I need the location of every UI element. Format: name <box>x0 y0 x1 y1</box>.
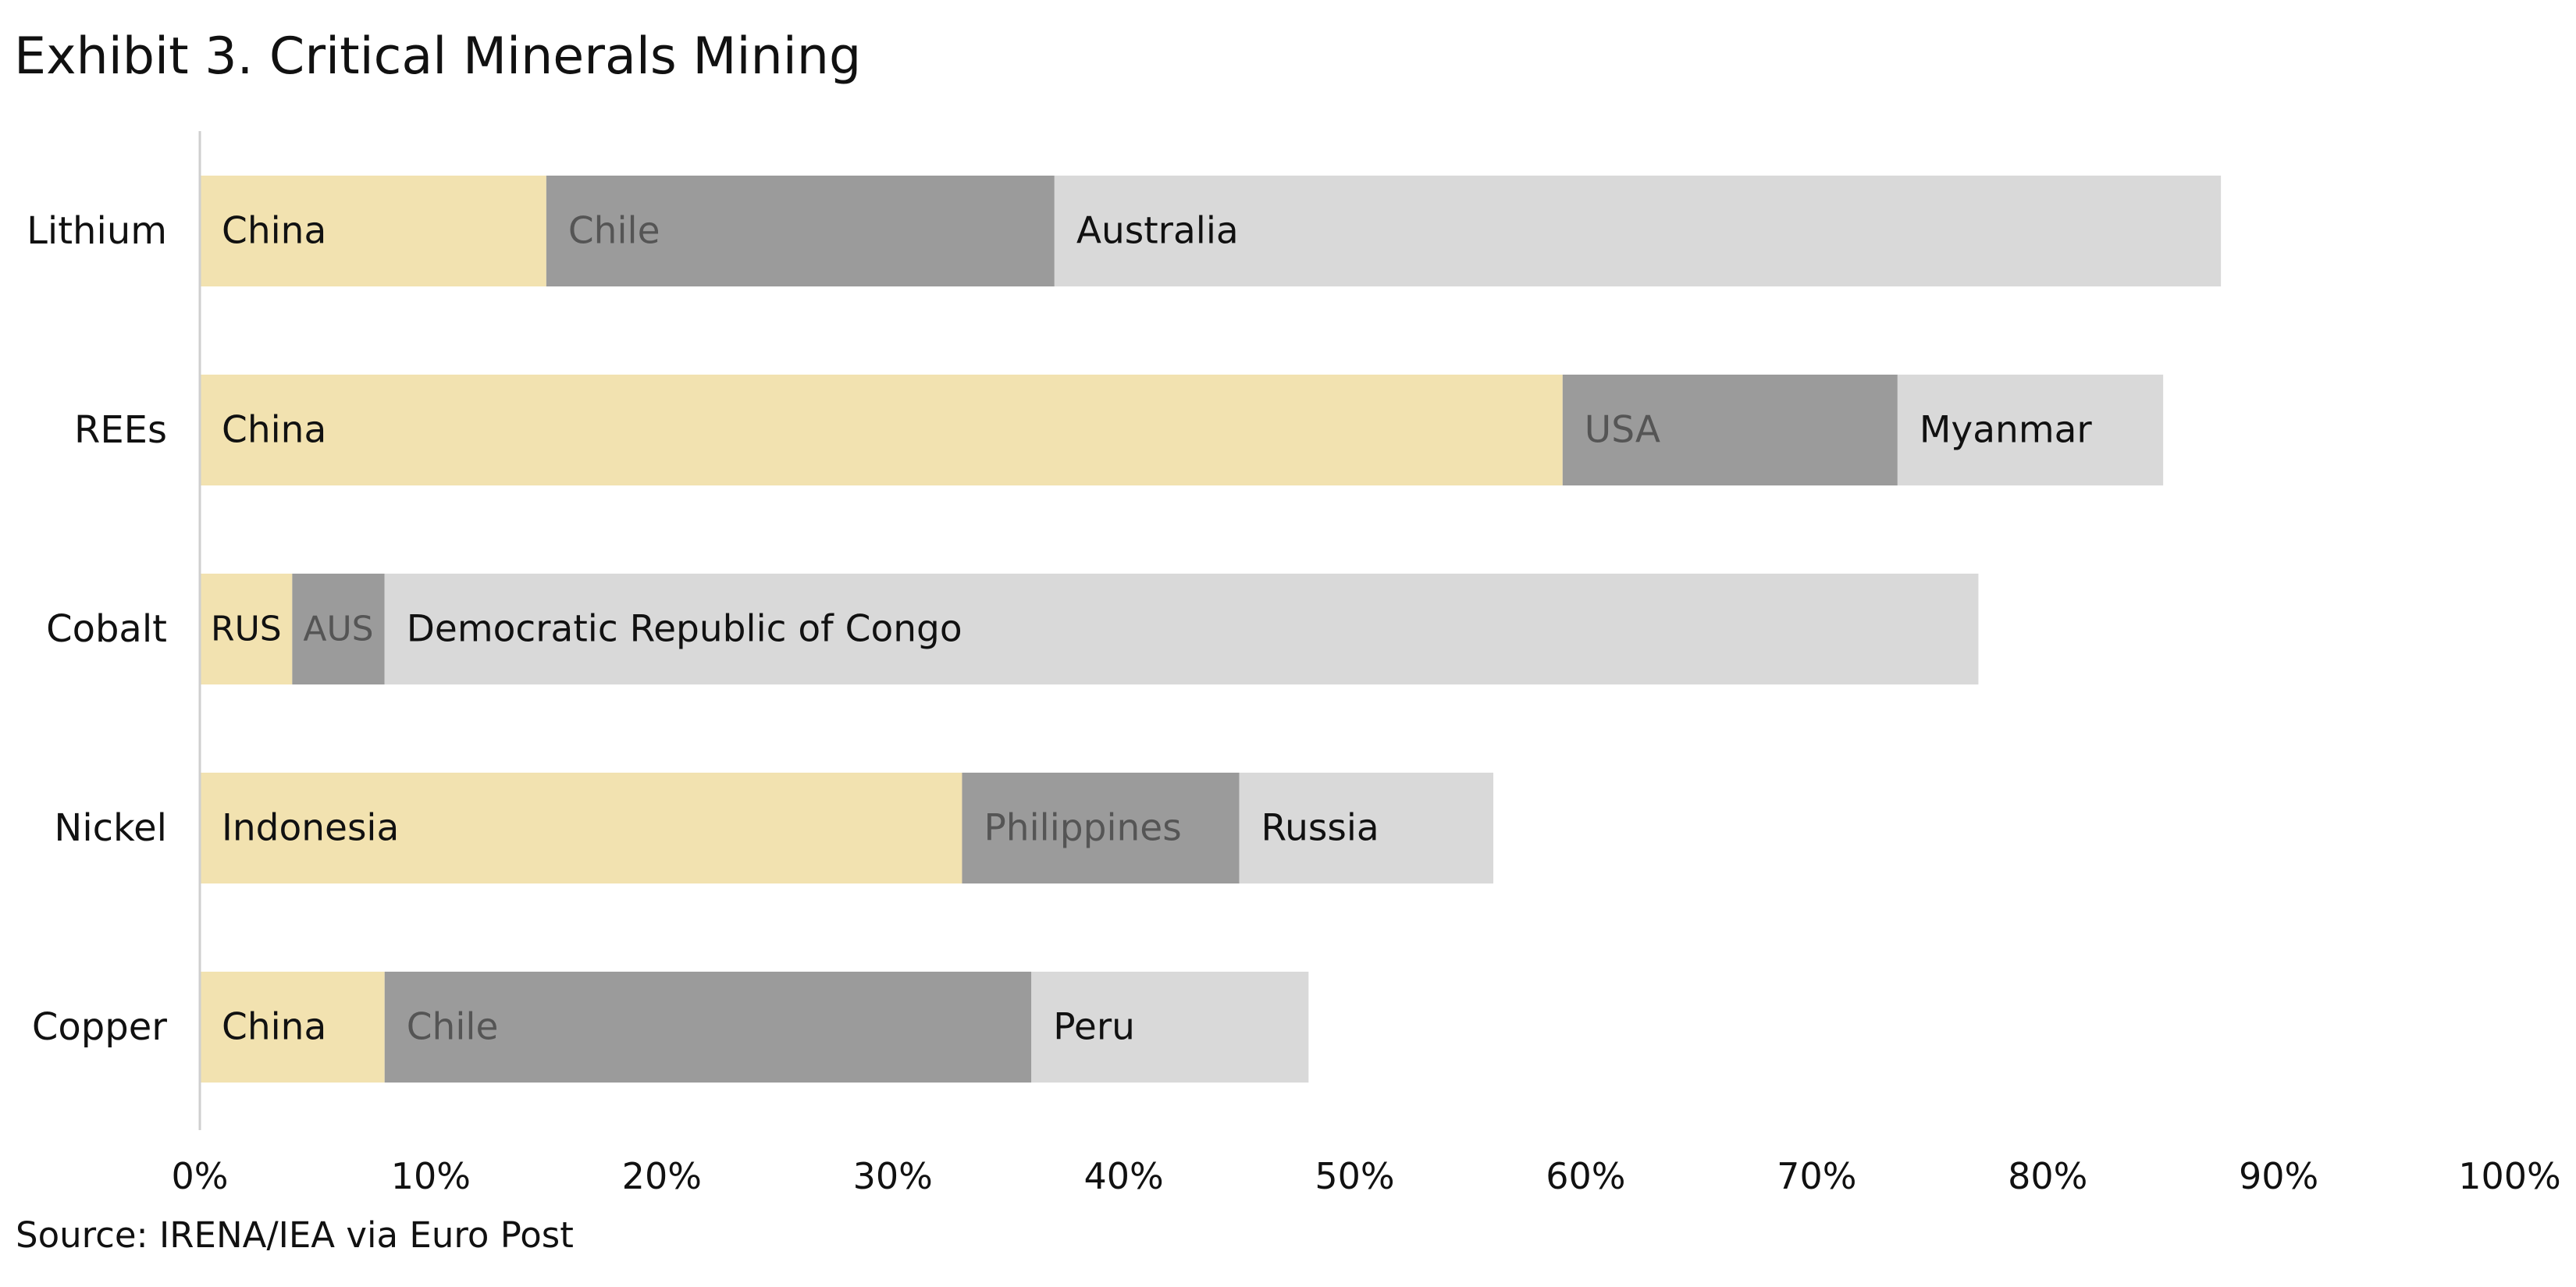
category-label-cobalt: Cobalt <box>46 607 167 651</box>
bar-segment-label-nickel-1: Indonesia <box>222 807 399 850</box>
x-tick-label-40: 40% <box>1083 1155 1163 1197</box>
x-tick-label-20: 20% <box>622 1155 702 1197</box>
chart-title: Exhibit 3. Critical Minerals Mining <box>14 27 862 86</box>
bar-segment-nickel-1 <box>200 773 962 883</box>
bar-segment-label-nickel-3: Russia <box>1261 807 1379 850</box>
bar-segment-copper-2 <box>384 972 1032 1083</box>
bar-segment-label-rees-2: USA <box>1585 409 1660 452</box>
category-label-nickel: Nickel <box>54 806 167 850</box>
x-tick-label-30: 30% <box>853 1155 933 1197</box>
bar-segment-label-cobalt-2: AUS <box>303 610 373 649</box>
bar-segment-label-lithium-1: China <box>222 210 326 253</box>
bar-segment-label-lithium-2: Chile <box>568 210 660 253</box>
bar-row-nickel: Indonesia Philippines Russia <box>200 773 1494 883</box>
bar-row-rees: China USA Myanmar <box>200 375 2164 485</box>
bar-segment-lithium-2 <box>546 176 1055 286</box>
x-tick-label-50: 50% <box>1315 1155 1394 1197</box>
bar-segment-label-copper-1: China <box>222 1006 326 1049</box>
bar-segment-label-copper-3: Peru <box>1053 1006 1135 1049</box>
x-axis-tick-labels: 0% 10% 20% 30% 40% 50% 60% 70% 80% 90% 100% <box>172 1155 2561 1197</box>
bar-segment-rees-2 <box>1562 375 1898 485</box>
bar-segment-cobalt-1 <box>200 574 293 684</box>
bar-segment-rees-3 <box>1897 375 2164 485</box>
category-label-copper: Copper <box>32 1005 167 1049</box>
bar-row-lithium: China Chile Australia <box>200 176 2222 286</box>
source-note: Source: IRENA/IEA via Euro Post <box>16 1214 574 1256</box>
x-tick-label-60: 60% <box>1546 1155 1625 1197</box>
bar-row-cobalt: RUS AUS Democratic Republic of Congo <box>200 574 1979 684</box>
bar-segment-label-copper-2: Chile <box>407 1006 499 1049</box>
bar-segment-lithium-1 <box>200 176 546 286</box>
bar-segment-cobalt-2 <box>292 574 385 684</box>
bar-segment-label-lithium-3: Australia <box>1076 210 1239 253</box>
bar-segment-lithium-3 <box>1054 176 2222 286</box>
x-tick-label-0: 0% <box>172 1155 229 1197</box>
bar-segment-label-rees-1: China <box>222 409 326 452</box>
x-tick-label-80: 80% <box>2008 1155 2087 1197</box>
bar-segment-nickel-2 <box>962 773 1240 883</box>
x-tick-label-70: 70% <box>1777 1155 1856 1197</box>
category-label-lithium: Lithium <box>27 209 167 253</box>
bar-segment-label-nickel-2: Philippines <box>984 807 1181 850</box>
bar-segment-cobalt-3 <box>384 574 1979 684</box>
bar-segment-rees-1 <box>200 375 1563 485</box>
x-tick-label-10: 10% <box>391 1155 471 1197</box>
bar-row-copper: China Chile Peru <box>200 972 1309 1083</box>
bar-segment-nickel-3 <box>1239 773 1494 883</box>
x-tick-label-90: 90% <box>2239 1155 2318 1197</box>
bar-segment-copper-3 <box>1031 972 1309 1083</box>
category-labels: Lithium REEs Cobalt Nickel Copper <box>27 209 167 1049</box>
bar-segment-label-rees-3: Myanmar <box>1920 409 2093 452</box>
category-label-rees: REEs <box>74 408 167 452</box>
bar-segment-copper-1 <box>200 972 385 1083</box>
bar-segment-label-cobalt-1: RUS <box>211 610 282 649</box>
x-tick-label-100: 100% <box>2458 1155 2561 1197</box>
bar-segment-label-cobalt-3: Democratic Republic of Congo <box>407 608 962 651</box>
bars-group: China Chile Australia China USA Myanmar RUS AUS… <box>200 176 2222 1083</box>
